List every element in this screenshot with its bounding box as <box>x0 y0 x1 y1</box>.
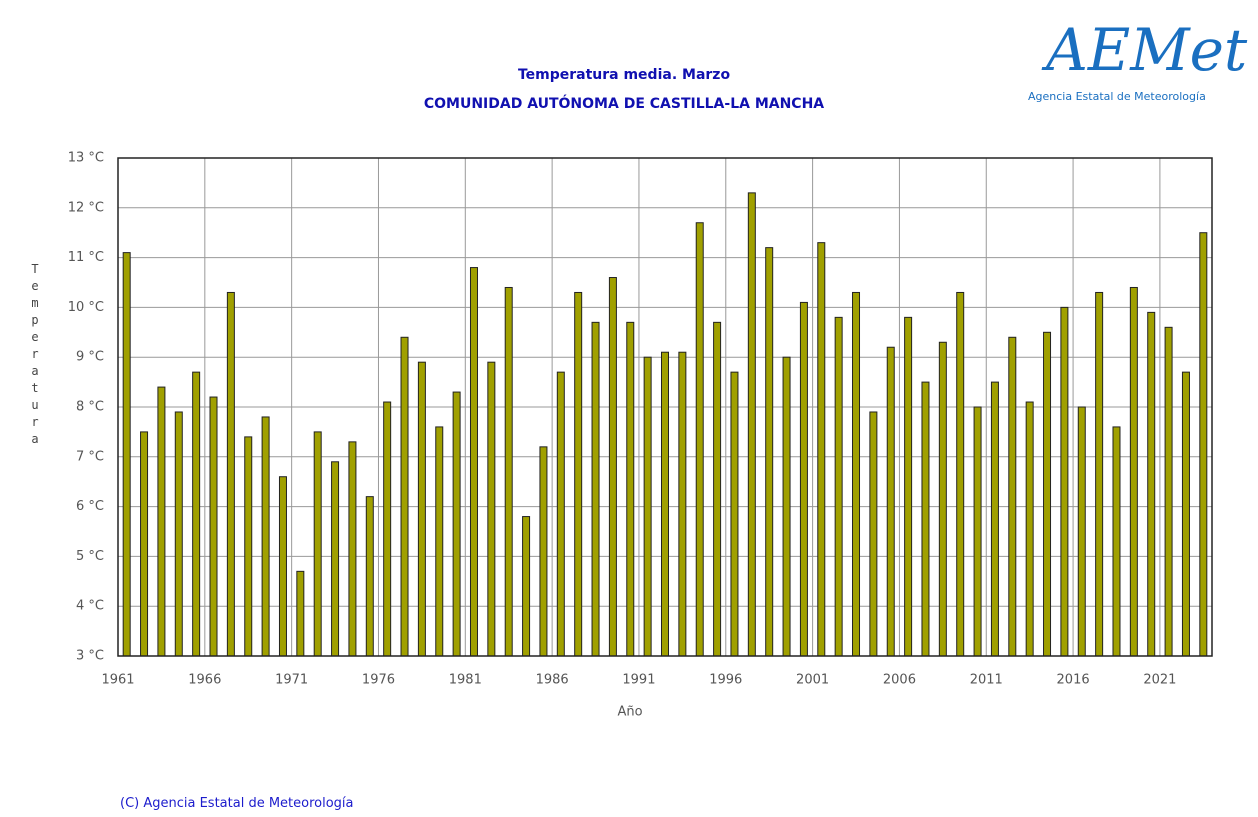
bar <box>278 476 287 657</box>
bar <box>244 436 253 657</box>
bar <box>608 277 617 657</box>
bar <box>956 291 965 657</box>
bar <box>365 496 374 657</box>
x-tick-label: 1981 <box>449 673 482 688</box>
x-tick-label: 2016 <box>1057 673 1090 688</box>
x-tick-label: 1976 <box>362 673 395 688</box>
bar <box>782 356 791 657</box>
bar <box>574 291 583 657</box>
bar <box>556 371 565 657</box>
bar <box>1129 286 1138 657</box>
bar <box>904 316 913 657</box>
bar <box>157 386 166 657</box>
x-tick-label: 1996 <box>709 673 742 688</box>
bar <box>1112 426 1121 657</box>
bar <box>1077 406 1086 657</box>
bar <box>383 401 392 657</box>
bar <box>973 406 982 657</box>
chart-subtitle: COMUNIDAD AUTÓNOMA DE CASTILLA-LA MANCHA <box>424 94 824 112</box>
bar <box>713 321 722 657</box>
bar <box>852 291 861 657</box>
footer: (C) Agencia Estatal de Meteorología <box>120 796 354 811</box>
bar <box>799 301 808 657</box>
y-tick-label: 4 °C <box>76 599 104 614</box>
bar <box>1043 331 1052 657</box>
x-tick-label: 2011 <box>970 673 1003 688</box>
y-tick-label: 5 °C <box>76 549 104 564</box>
bar <box>678 351 687 657</box>
x-tick-label: 1961 <box>101 673 134 688</box>
bar <box>695 222 704 657</box>
bar <box>1164 326 1173 657</box>
bar <box>869 411 878 657</box>
chart-title: Temperatura media. Marzo <box>518 67 731 83</box>
bar <box>487 361 496 657</box>
bar <box>990 381 999 657</box>
bar <box>174 411 183 657</box>
bar <box>1095 291 1104 657</box>
bar <box>1025 401 1034 657</box>
x-axis-label: Año <box>617 705 642 720</box>
y-tick-label: 8 °C <box>76 400 104 415</box>
bar <box>834 316 843 657</box>
bar <box>140 431 149 657</box>
bar <box>921 381 930 657</box>
y-tick-label: 10 °C <box>68 300 104 315</box>
bar <box>1008 336 1017 657</box>
x-tick-label: 1971 <box>275 673 308 688</box>
y-tick-label: 9 °C <box>76 350 104 365</box>
bar <box>626 321 635 657</box>
bar <box>938 341 947 657</box>
y-tick-label: 13 °C <box>68 151 104 166</box>
plot-border <box>117 157 1213 657</box>
bar <box>1181 371 1190 657</box>
bar <box>296 570 305 657</box>
bar <box>400 336 409 657</box>
bar <box>435 426 444 657</box>
bar <box>313 431 322 657</box>
logo-name: AEMet <box>1046 16 1248 84</box>
bar <box>765 247 774 657</box>
bar <box>348 441 357 657</box>
y-tick-label: 11 °C <box>68 250 104 265</box>
x-tick-label: 1966 <box>188 673 221 688</box>
bar <box>417 361 426 657</box>
bar <box>522 516 531 657</box>
bar <box>226 291 235 657</box>
bar <box>886 346 895 657</box>
bar <box>730 371 739 657</box>
y-tick-label: 7 °C <box>76 449 104 464</box>
y-axis-label: Temperatura <box>28 262 42 449</box>
x-tick-label: 2021 <box>1143 673 1176 688</box>
bar <box>1199 232 1208 657</box>
bar <box>122 252 131 657</box>
bar <box>261 416 270 657</box>
x-tick-label: 1986 <box>536 673 569 688</box>
y-tick-label: 3 °C <box>76 649 104 664</box>
x-tick-label: 2001 <box>796 673 829 688</box>
bar <box>1060 306 1069 657</box>
bar <box>452 391 461 657</box>
bar <box>643 356 652 657</box>
bar <box>817 242 826 657</box>
bar <box>1147 311 1156 657</box>
bar <box>661 351 669 657</box>
logo-tagline: Agencia Estatal de Meteorología <box>1028 90 1206 103</box>
x-tick-label: 2006 <box>883 673 916 688</box>
bar <box>331 461 340 657</box>
bar <box>192 371 201 657</box>
bar <box>469 267 478 657</box>
y-tick-label: 12 °C <box>68 200 104 215</box>
x-tick-label: 1991 <box>622 673 655 688</box>
bar <box>209 396 218 657</box>
bar <box>591 321 600 657</box>
y-tick-label: 6 °C <box>76 499 104 514</box>
bar <box>504 286 513 657</box>
logo: AEMet Agencia Estatal de Meteorología <box>1028 10 1253 103</box>
bar <box>539 446 548 657</box>
bar <box>747 192 756 657</box>
